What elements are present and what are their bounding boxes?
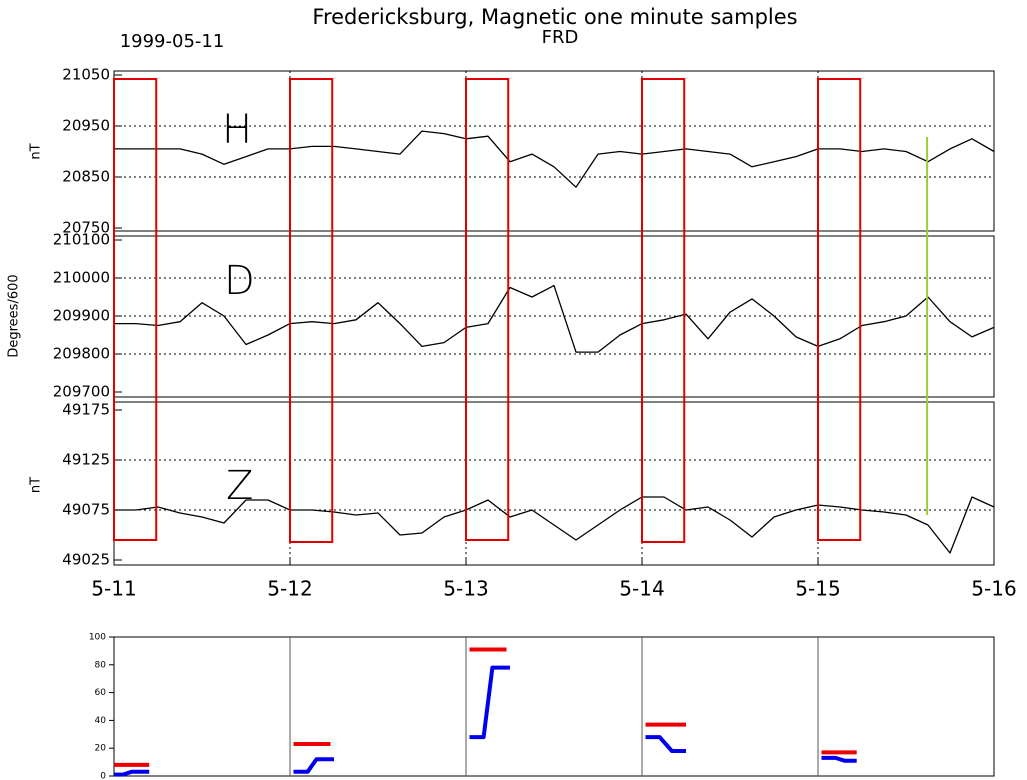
date-label: 1999-05-11 (120, 31, 225, 52)
chart-subtitle: FRD (542, 27, 579, 48)
y-axis-label: nT (29, 143, 44, 159)
y-tick-label: 209700 (53, 383, 110, 401)
highlight-box (465, 78, 510, 541)
y-tick-label: 40 (95, 716, 107, 726)
panel-annotation: D (224, 258, 255, 304)
y-tick-label: 49025 (62, 551, 110, 569)
data-line (114, 496, 995, 554)
x-tick-label: 5-11 (91, 577, 136, 601)
data-line (114, 130, 995, 188)
x-tick-label: 5-16 (971, 577, 1016, 601)
y-tick-label: 20 (95, 744, 107, 754)
highlight-box (817, 78, 862, 541)
chart-frame (113, 636, 995, 777)
y-tick-label: 80 (95, 660, 107, 670)
y-tick-label: 49175 (62, 401, 110, 419)
y-tick-label: 210100 (53, 231, 110, 249)
highlight-box (113, 78, 158, 541)
panel-annotation: H (222, 107, 252, 153)
series-line (114, 647, 857, 767)
y-tick-label: 209900 (53, 307, 110, 325)
y-axis-label: nT (29, 477, 44, 493)
y-tick-label: 20950 (62, 117, 110, 135)
series-line (114, 665, 857, 777)
highlight-box (641, 78, 686, 543)
y-axis-label: Degrees/600 (7, 274, 22, 357)
highlight-box (289, 78, 334, 543)
y-tick-label: 49075 (62, 501, 110, 519)
y-tick-label: 209800 (53, 345, 110, 363)
x-tick-label: 5-12 (267, 577, 312, 601)
y-tick-label: 210000 (53, 269, 110, 287)
y-tick-label: 100 (89, 633, 106, 643)
chart-title: Fredericksburg, Magnetic one minute samp… (312, 5, 797, 29)
y-tick-label: 20750 (62, 219, 110, 237)
y-tick-label: 21050 (62, 66, 110, 84)
x-tick-label: 5-13 (443, 577, 488, 601)
y-tick-label: 60 (95, 688, 107, 698)
panel-annotation: Z (226, 463, 253, 509)
y-tick-label: 49125 (62, 451, 110, 469)
data-line (114, 284, 995, 353)
x-tick-label: 5-14 (619, 577, 664, 601)
y-tick-label: 0 (100, 772, 106, 780)
x-tick-label: 5-15 (795, 577, 840, 601)
y-tick-label: 20850 (62, 168, 110, 186)
